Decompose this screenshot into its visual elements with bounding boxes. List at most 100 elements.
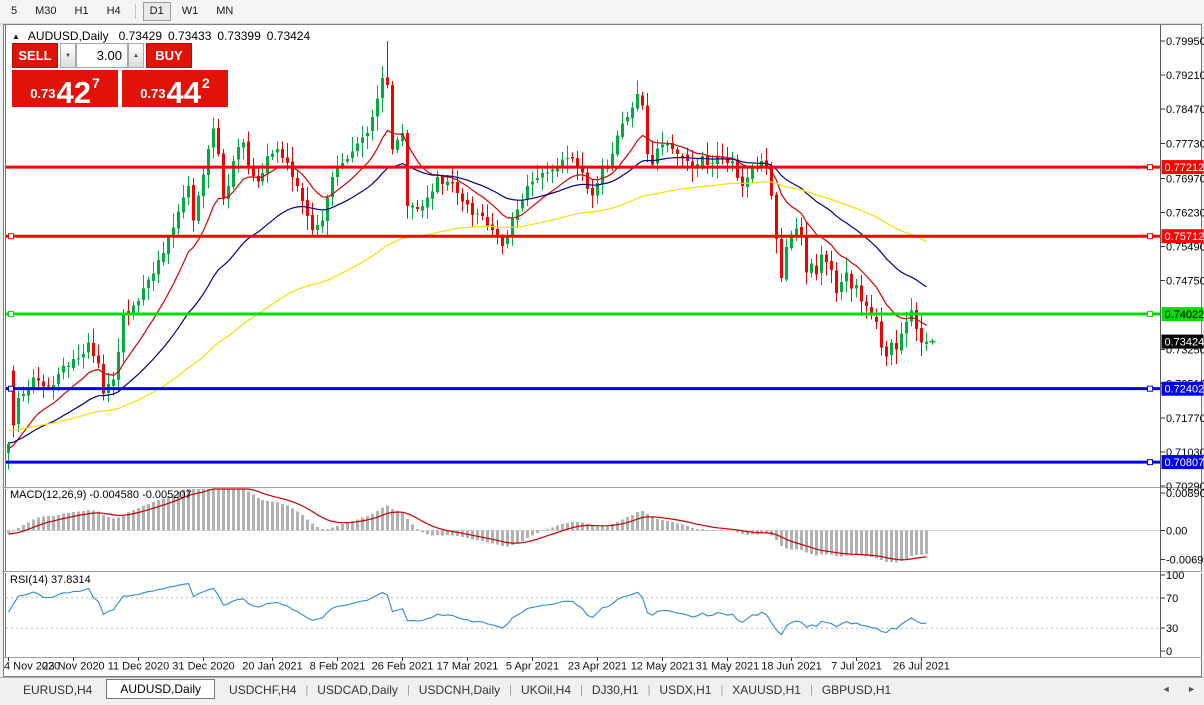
hline-0.70807[interactable]: [6, 459, 1160, 466]
tab-eurusd-h4[interactable]: EURUSD,H4: [23, 682, 93, 697]
svg-text:0: 0: [1166, 646, 1172, 658]
timeframe-button-D1[interactable]: D1: [142, 2, 171, 21]
svg-text:7 Jul 2021: 7 Jul 2021: [831, 661, 882, 673]
hline-0.77212[interactable]: [6, 164, 1160, 171]
buy-button[interactable]: BUY: [146, 43, 192, 68]
tab-dj30-h1[interactable]: DJ30,H1: [591, 682, 639, 697]
tab-scroll-right-icon[interactable]: ►: [1187, 684, 1196, 694]
buy-price-prefix: 0.73: [140, 86, 166, 101]
svg-text:20 Jan 2021: 20 Jan 2021: [242, 661, 303, 673]
svg-text:12 May 2021: 12 May 2021: [631, 661, 695, 673]
tab-usdcnh-daily[interactable]: USDCNH,Daily: [418, 682, 501, 697]
svg-text:31 Dec 2020: 31 Dec 2020: [172, 661, 234, 673]
macd-signal-value: -0.005207: [142, 489, 192, 501]
timeframe-button-H1[interactable]: H1: [74, 5, 89, 17]
buy-price-panel[interactable]: 0.73 44 2: [122, 70, 228, 108]
rsi-value: 37.8314: [50, 574, 91, 586]
svg-text:17 Mar 2021: 17 Mar 2021: [437, 661, 499, 673]
svg-text:5 Apr 2021: 5 Apr 2021: [506, 661, 559, 673]
tab-separator: |: [647, 683, 651, 696]
hline-price-label: 0.72402: [1161, 381, 1204, 396]
svg-text:0.76230: 0.76230: [1166, 207, 1204, 219]
tab-separator: |: [509, 683, 512, 696]
macd-signal-line: [8, 488, 927, 561]
hline-price-label: 0.70807: [1161, 455, 1204, 470]
timeframe-button-MN[interactable]: MN: [216, 5, 234, 17]
current-price-marker: [929, 338, 936, 345]
timeframe-toolbar: 5 M30 H1 H4 D1 W1 MN: [0, 0, 1204, 24]
hline-0.74022[interactable]: [6, 311, 1160, 318]
svg-text:0.00890: 0.00890: [1166, 488, 1204, 500]
svg-text:11 Dec 2020: 11 Dec 2020: [108, 661, 170, 673]
hline-0.72402[interactable]: [6, 385, 1160, 392]
tab-usdx-h1[interactable]: USDX,H1: [659, 682, 712, 697]
svg-text:0.75490: 0.75490: [1166, 241, 1204, 253]
sell-price-big: 42: [56, 74, 91, 110]
tab-separator: |: [580, 683, 583, 696]
volume-input[interactable]: 3.00: [76, 43, 128, 68]
tab-gbpusd-h1[interactable]: GBPUSD,H1: [821, 682, 892, 697]
ohlc-open: 0.73429: [118, 29, 162, 43]
tab-xauusd-h1[interactable]: XAUUSD,H1: [732, 682, 801, 697]
svg-text:100: 100: [1166, 570, 1184, 582]
timeframe-button-M30[interactable]: M30: [35, 5, 57, 17]
svg-text:0.74750: 0.74750: [1166, 276, 1204, 288]
tab-separator: |: [720, 683, 724, 696]
hline-price-label: 0.77212: [1161, 160, 1204, 175]
svg-text:8 Feb 2021: 8 Feb 2021: [310, 661, 366, 673]
chart-window-frame: [3, 24, 1202, 677]
sell-button[interactable]: SELL: [12, 43, 58, 68]
ohlc-high: 0.73433: [168, 29, 212, 43]
volume-decrease-button[interactable]: ▼: [60, 43, 76, 68]
svg-text:26 Feb 2021: 26 Feb 2021: [372, 661, 434, 673]
buy-price-sup: 2: [202, 75, 210, 91]
timeframe-button-W1[interactable]: W1: [181, 5, 199, 17]
timeframe-button-H4[interactable]: H4: [106, 5, 121, 17]
hline-0.75712[interactable]: [6, 233, 1160, 240]
tab-scroll-arrows: ◄ ►: [1148, 684, 1196, 694]
hline-price-label: 0.75712: [1161, 229, 1204, 244]
ma-slow-line[interactable]: [8, 181, 927, 431]
macd-indicator-label: MACD(12,26,9) -0.004580 -0.005207: [10, 489, 192, 501]
chart-symbol-label: AUDUSD,Daily: [27, 29, 109, 43]
svg-text:0.76970: 0.76970: [1166, 173, 1204, 185]
sell-price-prefix: 0.73: [30, 86, 56, 101]
tab-usdchf-h4[interactable]: USDCHF,H4: [229, 682, 297, 697]
tab-scroll-left-icon[interactable]: ◄: [1161, 684, 1171, 694]
collapse-triangle-icon[interactable]: ▲: [12, 31, 20, 41]
sell-price-panel[interactable]: 0.73 42 7: [12, 70, 118, 110]
one-click-trade-panel: SELL ▼ 3.00 ▲ BUY 0.73 42 7 0.73 44 2: [12, 43, 230, 110]
macd-value: -0.004580: [89, 489, 140, 501]
svg-text:0.77730: 0.77730: [1166, 138, 1204, 150]
svg-text:0.70807: 0.70807: [1165, 457, 1204, 469]
timeframe-button-5[interactable]: 5: [11, 5, 18, 17]
svg-text:0.71770: 0.71770: [1166, 413, 1204, 425]
ohlc-low: 0.73399: [217, 29, 261, 43]
svg-text:0.78470: 0.78470: [1166, 104, 1204, 116]
svg-text:0.72402: 0.72402: [1165, 384, 1204, 396]
tab-audusd-daily[interactable]: AUDUSD,Daily: [106, 678, 216, 699]
tab-separator: |: [406, 683, 410, 696]
ma-fast-line[interactable]: [8, 129, 927, 450]
svg-text:18 Jun 2021: 18 Jun 2021: [761, 661, 822, 673]
svg-text:0.79210: 0.79210: [1166, 70, 1204, 82]
svg-text:23 Apr 2021: 23 Apr 2021: [568, 661, 627, 673]
tab-separator: |: [809, 683, 813, 696]
tab-ukoil-h4[interactable]: UKOil,H4: [521, 682, 572, 697]
rsi-line: [8, 582, 927, 636]
tab-usdcad-daily[interactable]: USDCAD,Daily: [317, 682, 398, 697]
sell-price-sup: 7: [92, 75, 100, 91]
bid-price-label: 0.73424: [1161, 334, 1204, 349]
rsi-name: RSI(14): [10, 574, 48, 586]
svg-text:-0.00697: -0.00697: [1166, 555, 1204, 567]
svg-text:31 May 2021: 31 May 2021: [696, 661, 760, 673]
volume-increase-button[interactable]: ▲: [128, 43, 144, 68]
toolbar-divider: [134, 4, 136, 19]
svg-text:30: 30: [1166, 623, 1178, 635]
rsi-axis[interactable]: 100 70 30 0: [1160, 570, 1185, 658]
svg-text:26 Jul 2021: 26 Jul 2021: [893, 661, 950, 673]
macd-axis[interactable]: 0.00890 0.00 -0.00697: [1160, 488, 1204, 567]
